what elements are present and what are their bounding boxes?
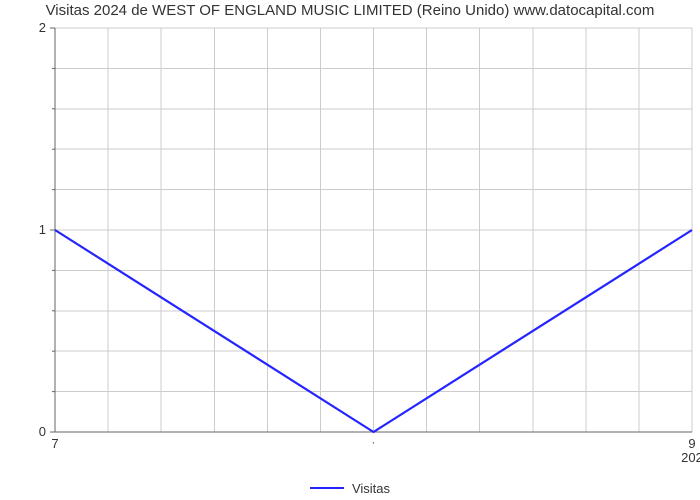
legend-swatch	[310, 487, 344, 491]
svg-text:7: 7	[51, 436, 58, 451]
svg-text:1: 1	[39, 222, 46, 237]
chart-title: Visitas 2024 de WEST OF ENGLAND MUSIC LI…	[0, 2, 700, 19]
legend-label: Visitas	[352, 481, 390, 496]
svg-text:·: ·	[372, 437, 376, 449]
svg-text:0: 0	[39, 424, 46, 439]
svg-text:202: 202	[681, 450, 700, 465]
chart-container: Visitas 2024 de WEST OF ENGLAND MUSIC LI…	[0, 0, 700, 500]
svg-text:2: 2	[39, 20, 46, 35]
line-chart-svg: 0 1 2 7 9 · 202	[0, 0, 700, 470]
legend: Visitas	[0, 481, 700, 496]
svg-text:9: 9	[688, 436, 695, 451]
